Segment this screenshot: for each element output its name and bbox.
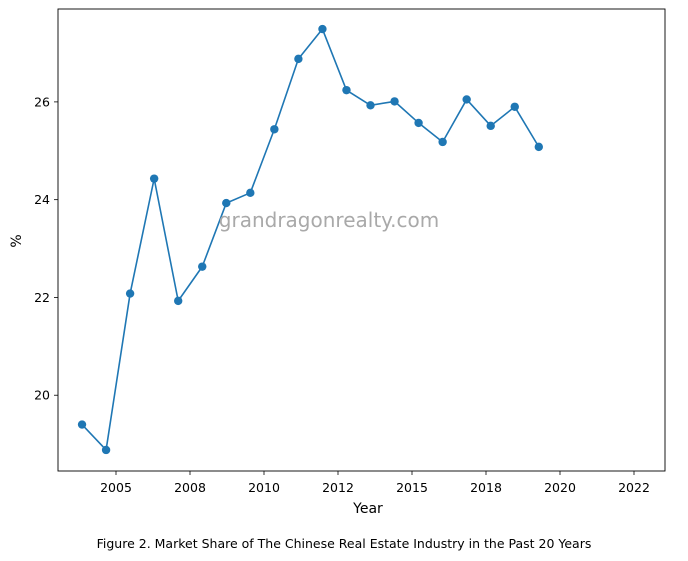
- data-point: [294, 54, 303, 64]
- x-axis-label: Year: [352, 501, 383, 517]
- data-point: [438, 137, 447, 147]
- data-point: [366, 101, 375, 110]
- data-point: [173, 296, 183, 306]
- series-line: [81, 28, 540, 451]
- x-tick-label: 2008: [174, 480, 206, 495]
- x-tick-label: 2020: [544, 480, 576, 495]
- data-point: [77, 420, 87, 429]
- x-tick-label: 2015: [396, 480, 428, 495]
- data-point: [270, 125, 279, 134]
- data-point: [534, 142, 543, 152]
- x-tick-label: 2005: [100, 480, 132, 495]
- y-tick-label: 26: [34, 94, 50, 109]
- data-point: [246, 188, 255, 198]
- x-tick-label: 2010: [248, 480, 280, 495]
- data-point: [414, 118, 423, 128]
- x-tick-label: 2022: [618, 480, 650, 495]
- data-point: [486, 121, 495, 131]
- data-point: [318, 24, 327, 34]
- data-point: [462, 95, 471, 104]
- line-chart: 2005 2008 2010 2012 2015 2018 2020 202220222426…: [9, 8, 666, 517]
- y-tick-label: 22: [34, 290, 50, 305]
- data-point: [149, 174, 159, 183]
- figure-caption: Figure 2. Market Share of The Chinese Re…: [96, 536, 592, 551]
- watermark: grandragonrealty.com: [219, 208, 439, 232]
- data-point: [198, 262, 207, 271]
- x-tick-label: 2018: [470, 480, 502, 495]
- data-point: [342, 85, 351, 95]
- data-point: [390, 97, 399, 106]
- data-point: [222, 198, 231, 208]
- data-point: [101, 445, 111, 455]
- x-tick-label: 2012: [322, 480, 354, 495]
- plot-frame: [57, 8, 666, 472]
- y-tick-label: 20: [34, 388, 50, 403]
- data-point: [125, 289, 135, 298]
- y-tick-label: 24: [34, 192, 50, 207]
- y-axis-label: %: [9, 234, 25, 247]
- data-point: [510, 102, 519, 111]
